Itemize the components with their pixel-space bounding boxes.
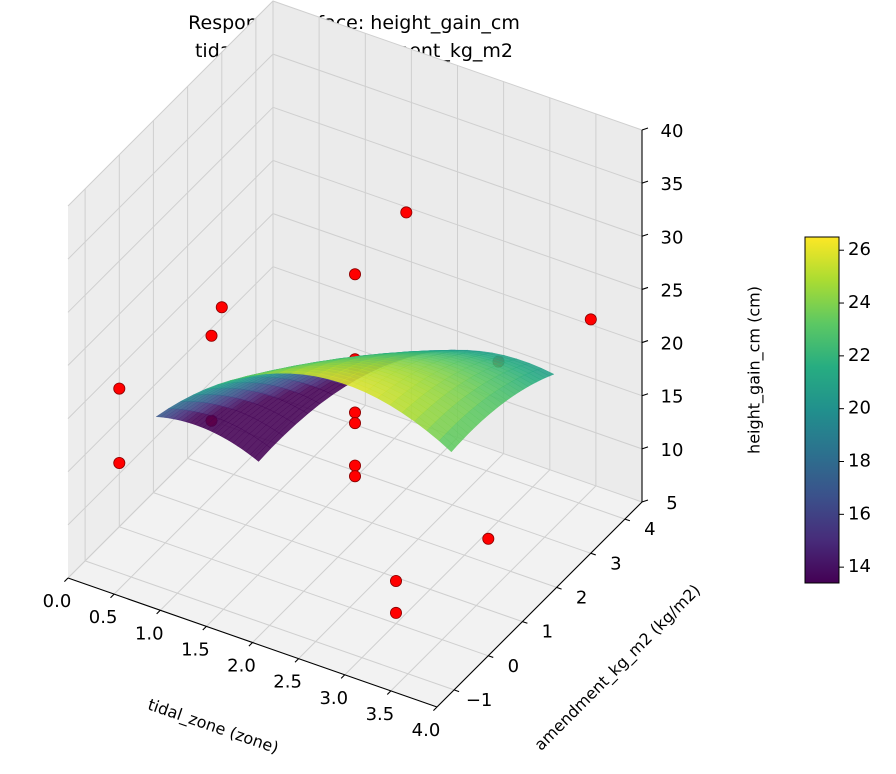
z-tick-label: 20 — [661, 334, 684, 355]
x-tick-label: 4.0 — [412, 720, 441, 741]
data-point — [348, 417, 361, 430]
z-tick-label: 15 — [661, 387, 684, 408]
y-tick — [453, 689, 460, 693]
x-tick — [433, 706, 438, 711]
z-tick — [641, 499, 649, 503]
grid-line-z — [67, 0, 643, 207]
colorbar-tick-label: 24 — [848, 292, 871, 313]
colorbar-gradient — [804, 236, 840, 584]
surface-facet — [438, 436, 456, 453]
colorbar-tick-label: 14 — [848, 556, 871, 577]
y-tick — [590, 552, 596, 556]
y-tick — [488, 655, 494, 658]
tick-labels: 0.0 0.5 1.0 1.5 2.0 2.5 3.0 3.5 4.0 −1 0 1 2 3 45 10 15 2… — [43, 121, 684, 741]
grid-line-z — [67, 266, 643, 473]
z-tick-label: 30 — [661, 227, 684, 248]
grid-line-z — [67, 319, 643, 526]
x-tick-label: 1.0 — [135, 623, 164, 644]
x-tick — [156, 609, 161, 615]
z-tick — [641, 180, 649, 184]
z-tick — [641, 393, 649, 397]
x-tick — [64, 577, 69, 582]
y-tick — [522, 621, 528, 624]
data-point — [205, 329, 218, 342]
colorbar-tick-label: 16 — [848, 503, 871, 524]
grid-line-z — [67, 159, 643, 366]
y-tick-label: −1 — [466, 690, 493, 711]
z-tick — [641, 127, 649, 131]
data-point — [389, 606, 402, 619]
axis-lines — [64, 127, 649, 711]
y-tick-label: 3 — [610, 553, 621, 574]
points-front — [113, 206, 597, 545]
z-tick — [641, 286, 649, 290]
x-tick-label: 0.0 — [43, 591, 72, 612]
y-tick-label: 4 — [644, 519, 655, 540]
x-tick — [340, 674, 346, 679]
data-point — [400, 206, 413, 219]
colorbar-tick-label: 20 — [848, 398, 871, 419]
x-axis-label: tidal_zone (zone) — [145, 695, 281, 759]
x-tick-label: 2.0 — [227, 656, 256, 677]
z-tick-label: 10 — [661, 440, 684, 461]
x-tick — [386, 690, 392, 695]
y-axis-line — [436, 501, 643, 708]
z-tick-label: 5 — [666, 493, 677, 514]
y-tick — [624, 518, 631, 522]
data-point — [113, 456, 126, 469]
x-tick — [248, 642, 253, 647]
x-tick — [294, 658, 300, 663]
z-tick — [641, 446, 649, 450]
x-tick-label: 0.5 — [89, 607, 118, 628]
data-point — [482, 532, 495, 545]
data-point — [348, 406, 361, 419]
colorbar-tick-label: 22 — [848, 345, 871, 366]
data-point — [389, 575, 402, 588]
y-tick-label: 1 — [542, 622, 553, 643]
y-tick-label: 0 — [508, 656, 519, 677]
z-axis-label: height_gain_cm (cm) — [745, 286, 765, 454]
z-tick-label: 35 — [661, 174, 684, 195]
data-point — [348, 459, 361, 472]
grid-line-z — [67, 213, 643, 419]
x-tick — [110, 593, 115, 599]
x-tick-label: 3.5 — [366, 704, 395, 725]
z-tick-label: 25 — [661, 280, 684, 301]
y-tick — [556, 586, 562, 590]
response-surface — [155, 349, 555, 462]
z-tick — [641, 233, 649, 237]
data-point — [584, 313, 597, 326]
y-axis-label: amendment_kg_m2 (kg/m2) — [530, 580, 704, 754]
data-point — [215, 301, 228, 314]
colorbar-tick-label: 26 — [848, 239, 871, 260]
x-tick — [202, 625, 207, 631]
z-tick-label: 40 — [661, 121, 684, 142]
grid-lines — [67, 0, 643, 708]
y-tick-label: 2 — [576, 587, 587, 608]
colorbar: 14 16 18 20 22 24 26 — [804, 236, 871, 584]
z-tick — [641, 340, 649, 344]
colorbar-tick-label: 18 — [848, 451, 871, 472]
data-point — [348, 470, 361, 483]
grid-line-z — [67, 106, 643, 313]
x-tick-label: 1.5 — [181, 639, 210, 660]
x-tick-label: 3.0 — [319, 688, 348, 709]
data-point — [348, 268, 361, 281]
data-point — [113, 382, 126, 395]
x-tick-label: 2.5 — [273, 672, 302, 693]
grid-line-z — [67, 53, 643, 260]
